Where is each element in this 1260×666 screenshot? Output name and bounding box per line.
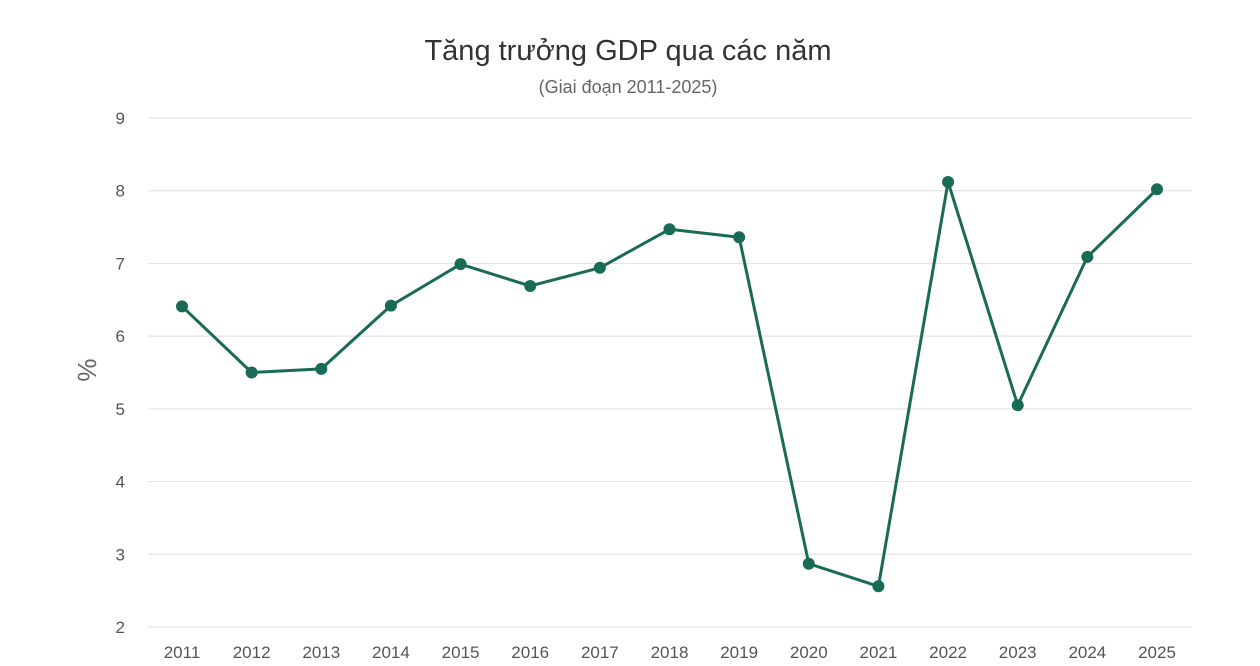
x-tick-label: 2023 bbox=[999, 643, 1037, 662]
x-tick-label: 2012 bbox=[233, 643, 271, 662]
x-tick-label: 2024 bbox=[1068, 643, 1106, 662]
data-point[interactable] bbox=[524, 279, 537, 292]
y-tick-label: 6 bbox=[116, 327, 125, 346]
y-axis-ticks: 2 3 4 5 6 7 8 9 bbox=[116, 109, 125, 637]
y-tick-label: 8 bbox=[116, 182, 125, 201]
data-point[interactable] bbox=[176, 300, 188, 313]
x-tick-label: 2021 bbox=[860, 643, 898, 662]
y-tick-label: 9 bbox=[116, 109, 125, 128]
x-tick-label: 2019 bbox=[720, 643, 758, 662]
y-tick-label: 2 bbox=[116, 618, 125, 637]
x-tick-label: 2017 bbox=[581, 643, 619, 662]
data-point[interactable] bbox=[1151, 183, 1163, 196]
chart-subtitle: (Giai đoạn 2011-2025) bbox=[539, 77, 718, 97]
x-tick-label: 2015 bbox=[442, 643, 480, 662]
y-tick-label: 3 bbox=[116, 545, 125, 564]
data-point[interactable] bbox=[593, 261, 606, 274]
chart-title: Tăng trưởng GDP qua các năm bbox=[424, 35, 831, 67]
y-tick-label: 4 bbox=[116, 473, 125, 492]
data-point[interactable] bbox=[942, 175, 955, 188]
data-point[interactable] bbox=[872, 580, 885, 593]
x-tick-label: 2013 bbox=[302, 643, 340, 662]
x-axis-ticks: 2011 2012 2013 2014 2015 2016 2017 2018 2019 2020… bbox=[164, 643, 1176, 662]
x-tick-label: 2018 bbox=[651, 643, 689, 662]
y-tick-label: 7 bbox=[116, 254, 125, 273]
data-point[interactable] bbox=[802, 557, 815, 570]
x-tick-label: 2020 bbox=[790, 643, 828, 662]
x-tick-label: 2011 bbox=[164, 643, 201, 662]
x-tick-label: 2016 bbox=[511, 643, 549, 662]
data-point[interactable] bbox=[384, 299, 397, 312]
data-point[interactable] bbox=[1081, 250, 1094, 263]
gridlines bbox=[148, 117, 1192, 628]
y-axis-label: % bbox=[72, 358, 102, 381]
data-point[interactable] bbox=[663, 223, 676, 236]
data-point[interactable] bbox=[315, 362, 328, 375]
series-line bbox=[180, 180, 1159, 588]
x-tick-label: 2014 bbox=[372, 643, 410, 662]
data-point[interactable] bbox=[1011, 399, 1024, 412]
x-tick-label: 2022 bbox=[929, 643, 967, 662]
x-tick-label: 2025 bbox=[1138, 643, 1176, 662]
y-tick-label: 5 bbox=[116, 400, 125, 419]
data-point[interactable] bbox=[245, 366, 258, 379]
gdp-series bbox=[176, 175, 1163, 593]
data-point[interactable] bbox=[454, 258, 467, 271]
data-point[interactable] bbox=[733, 231, 746, 244]
